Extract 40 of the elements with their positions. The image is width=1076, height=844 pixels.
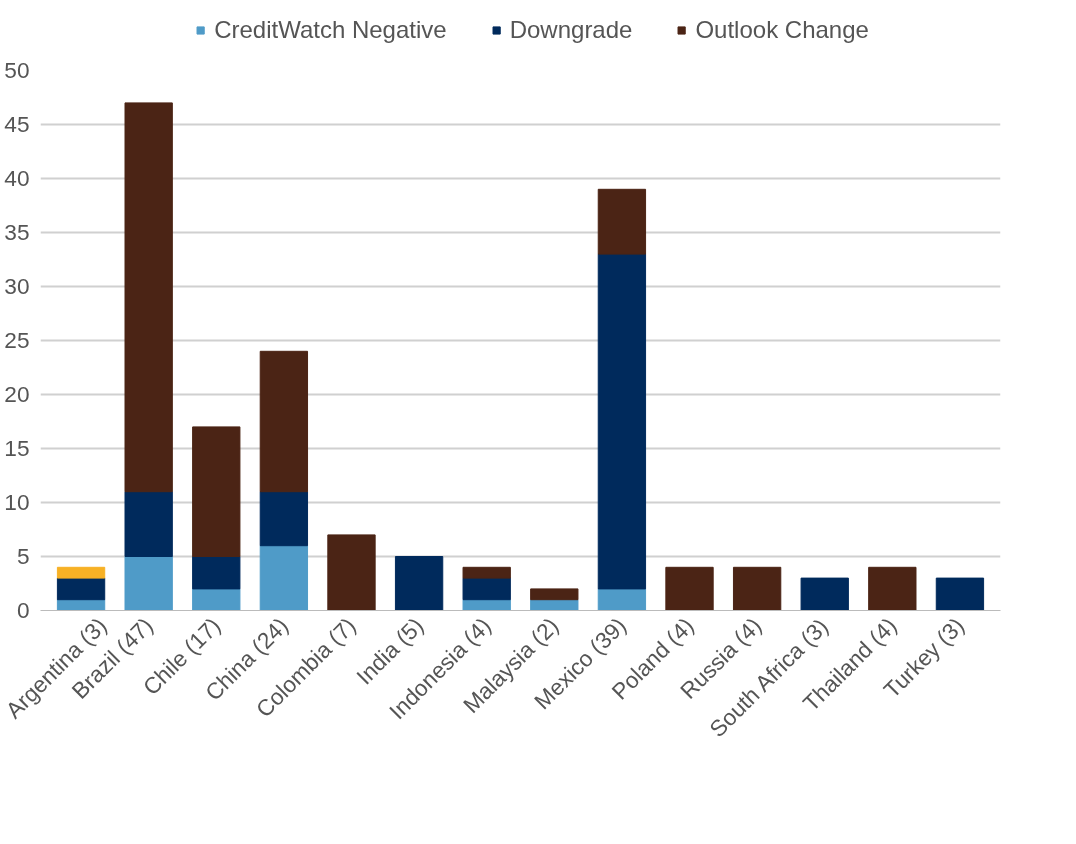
y-tick-label: 50	[4, 57, 30, 83]
bar	[462, 577, 511, 601]
bar	[732, 566, 782, 611]
y-tick-label: 5	[16, 543, 30, 569]
y-tick-label: 35	[4, 219, 30, 245]
bar	[394, 556, 444, 611]
legend-label: Outlook Change	[695, 16, 869, 44]
bar	[56, 577, 106, 601]
bar	[530, 588, 579, 601]
bar	[665, 566, 714, 611]
bar	[124, 102, 173, 493]
bar	[935, 577, 985, 611]
y-tick-label: 10	[4, 489, 30, 515]
bar	[124, 556, 173, 611]
y-tick-label: 40	[4, 165, 30, 191]
bar	[192, 588, 241, 611]
bar	[259, 350, 309, 493]
bar	[530, 599, 579, 611]
y-tick-label: 15	[4, 435, 30, 461]
y-tick-label: 20	[4, 381, 30, 407]
y-tick-label: 25	[4, 327, 30, 353]
bar	[800, 577, 849, 611]
bar	[124, 491, 173, 557]
bar	[597, 253, 647, 590]
bar	[192, 556, 241, 590]
bar	[868, 566, 917, 611]
bar	[462, 566, 511, 579]
bar	[259, 545, 309, 611]
legend-label: CreditWatch Negative	[214, 16, 447, 44]
y-tick-label: 45	[4, 111, 30, 137]
legend-label: Downgrade	[509, 16, 633, 44]
y-tick-label: 0	[16, 597, 30, 623]
y-tick-label: 30	[4, 273, 30, 299]
bar	[192, 426, 241, 557]
bar	[462, 599, 511, 611]
bar	[56, 566, 106, 579]
bar	[259, 491, 309, 547]
bar	[327, 534, 376, 611]
bar	[597, 588, 647, 611]
bar	[597, 188, 647, 255]
